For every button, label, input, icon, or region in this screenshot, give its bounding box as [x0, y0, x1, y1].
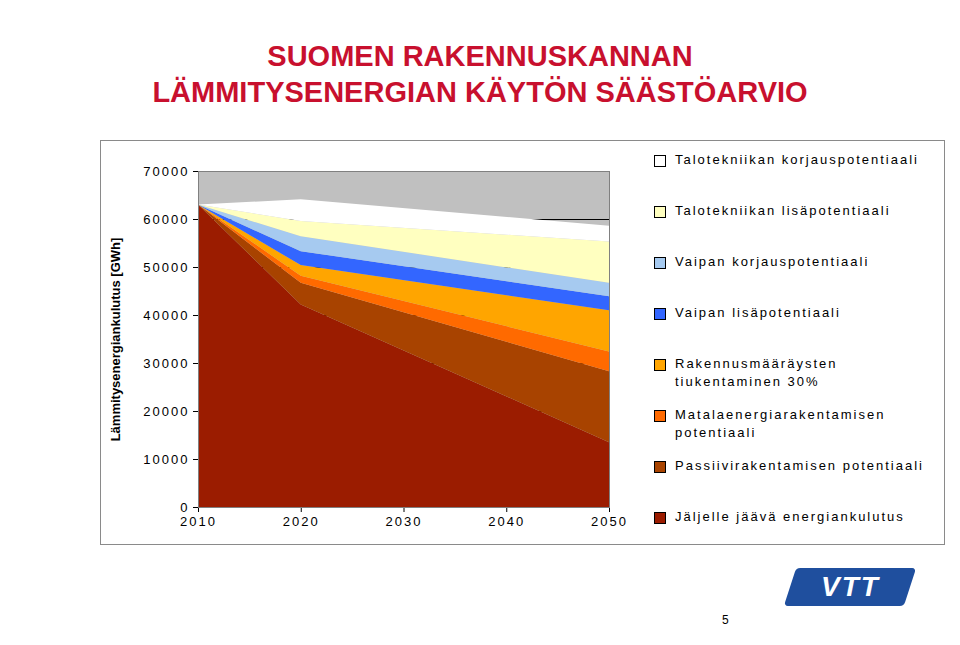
- svg-text:2020: 2020: [283, 514, 320, 529]
- svg-text:2010: 2010: [180, 514, 217, 529]
- svg-text:50000: 50000: [143, 260, 189, 275]
- svg-text:10000: 10000: [143, 452, 189, 467]
- html-text:Jäljelle jäävä energiankulutus: Jäljelle jäävä energiankulutus: [675, 509, 905, 524]
- html-text:VTT: VTT: [820, 571, 880, 602]
- html-text:5: 5: [722, 613, 729, 627]
- svg-text:30000: 30000: [143, 356, 189, 371]
- svg-text:2040: 2040: [488, 514, 525, 529]
- svg-text:70000: 70000: [143, 164, 189, 179]
- html-text:Passiivirakentamisen potentiaa: Passiivirakentamisen potentiaali: [675, 458, 924, 473]
- html-text:SUOMEN RAKENNUSKANNAN LÄMMITYS: SUOMEN RAKENNUSKANNAN LÄMMITYSENERGIAN K…: [152, 40, 808, 108]
- svg-text:2030: 2030: [386, 514, 423, 529]
- html-text:Vaipan korjauspotentiaali: Vaipan korjauspotentiaali: [675, 254, 870, 269]
- html-text:Rakennusmääräysten tiukentamin: Rakennusmääräysten tiukentaminen 30%: [675, 356, 838, 389]
- html-text:Matalaenergiarakentamisen pote: Matalaenergiarakentamisen potentiaali: [675, 407, 886, 440]
- svg-text:0: 0: [180, 500, 189, 515]
- svg-text:40000: 40000: [143, 308, 189, 323]
- svg-text:20000: 20000: [143, 404, 189, 419]
- svg-text:Lämmitysenergiankulutus [GWh]: Lämmitysenergiankulutus [GWh]: [108, 238, 123, 442]
- svg-text:2050: 2050: [591, 514, 628, 529]
- html-text:Vaipan lisäpotentiaali: Vaipan lisäpotentiaali: [675, 305, 841, 320]
- svg-text:60000: 60000: [143, 212, 189, 227]
- html-text:Talotekniikan lisäpotentiaali: Talotekniikan lisäpotentiaali: [675, 203, 891, 218]
- html-text:Talotekniikan korjauspotentiaa: Talotekniikan korjauspotentiaali: [675, 152, 919, 167]
